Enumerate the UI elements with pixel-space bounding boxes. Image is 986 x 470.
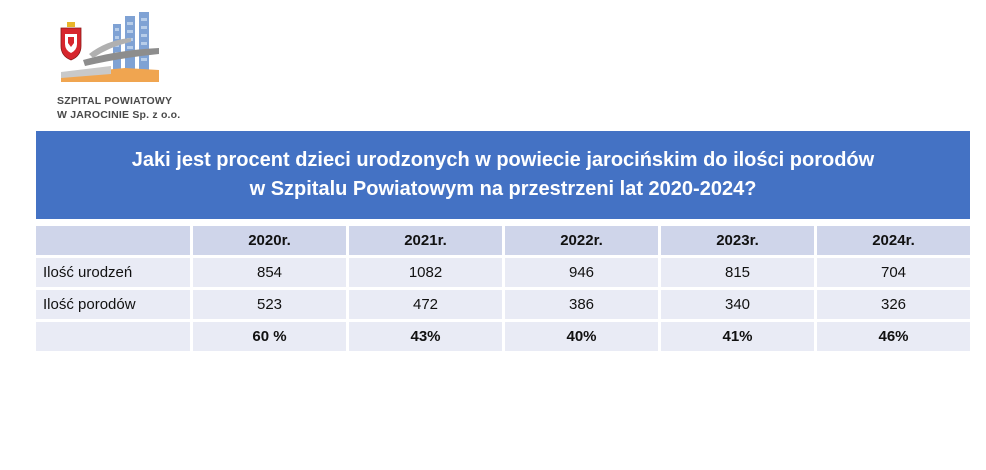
- table-cell: 523: [190, 290, 346, 319]
- banner-line1: Jaki jest procent dzieci urodzonych w po…: [131, 149, 875, 171]
- table-cell: 704: [814, 258, 970, 287]
- row-label-deliveries: Ilość porodów: [36, 290, 190, 319]
- table-row-deliveries: Ilość porodów 523 472 386 340 326: [36, 290, 970, 319]
- table-cell: 340: [658, 290, 814, 319]
- table-cell: 386: [502, 290, 658, 319]
- table-cell: 41%: [658, 322, 814, 351]
- births-table: 2020r. 2021r. 2022r. 2023r. 2024r. Ilość…: [36, 223, 970, 354]
- table-cell: 40%: [502, 322, 658, 351]
- header-cell-2020: 2020r.: [190, 226, 346, 255]
- hospital-name-line2: W JAROCINIE Sp. z o.o.: [57, 109, 181, 121]
- header-cell-2023: 2023r.: [658, 226, 814, 255]
- table-cell: 946: [502, 258, 658, 287]
- table-cell: 815: [658, 258, 814, 287]
- table-cell: 60 %: [190, 322, 346, 351]
- row-label-births: Ilość urodzeń: [36, 258, 190, 287]
- banner-line2: w Szpitalu Powiatowym na przestrzeni lat…: [249, 178, 757, 200]
- hospital-name-line1: SZPITAL POWIATOWY: [57, 95, 173, 107]
- row-label-percent: [36, 322, 190, 351]
- header-cell-2024: 2024r.: [814, 226, 970, 255]
- header-cell-2022: 2022r.: [502, 226, 658, 255]
- table-cell: 854: [190, 258, 346, 287]
- table-cell: 43%: [346, 322, 502, 351]
- table-row-percent: 60 % 43% 40% 41% 46%: [36, 322, 970, 351]
- table-row-births: Ilość urodzeń 854 1082 946 815 704: [36, 258, 970, 287]
- table-cell: 46%: [814, 322, 970, 351]
- table-cell: 1082: [346, 258, 502, 287]
- header-cell-2021: 2021r.: [346, 226, 502, 255]
- header-cell-empty: [36, 226, 190, 255]
- table-cell: 472: [346, 290, 502, 319]
- table-cell: 326: [814, 290, 970, 319]
- hospital-logo-graphic: [60, 12, 159, 82]
- table-header-row: 2020r. 2021r. 2022r. 2023r. 2024r.: [36, 226, 970, 255]
- hospital-name: SZPITAL POWIATOWY W JAROCINIE Sp. z o.o.: [57, 94, 180, 122]
- hospital-logo: SZPITAL POWIATOWY W JAROCINIE Sp. z o.o.: [55, 10, 215, 125]
- question-banner: Jaki jest procent dzieci urodzonych w po…: [36, 131, 970, 219]
